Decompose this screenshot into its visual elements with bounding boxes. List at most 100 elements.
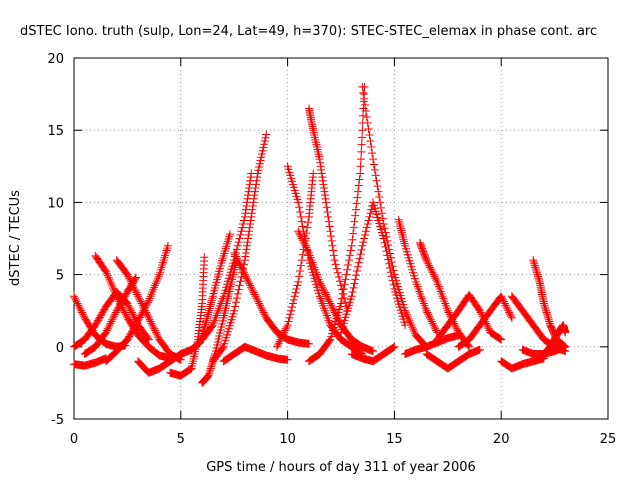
data-point (320, 288, 329, 297)
data-point (349, 229, 358, 238)
data-point (381, 242, 390, 251)
data-point (500, 299, 509, 308)
data-point (105, 275, 114, 284)
data-point (71, 295, 80, 304)
data-point (317, 281, 326, 290)
data-point (245, 183, 254, 192)
data-point (207, 360, 216, 369)
data-point (202, 314, 211, 323)
data-point (79, 312, 88, 321)
plot-frame (73, 57, 609, 420)
data-point (424, 259, 433, 268)
data-point (326, 227, 335, 236)
data-point (123, 270, 132, 279)
data-point (317, 165, 326, 174)
data-point (129, 312, 138, 321)
data-point (534, 274, 543, 283)
data-point (151, 279, 160, 288)
data-point (368, 149, 377, 158)
data-point (541, 304, 550, 313)
data-point (237, 227, 246, 236)
data-point (427, 266, 436, 275)
data-arc (198, 169, 256, 344)
data-point (322, 292, 331, 301)
data-point (298, 222, 307, 231)
data-point (235, 281, 244, 290)
data-arc (347, 342, 399, 366)
data-point (252, 294, 261, 303)
data-point (294, 227, 303, 236)
data-point (245, 180, 254, 189)
data-point (390, 342, 399, 351)
data-point (429, 321, 438, 330)
data-point (401, 321, 410, 330)
data-point (369, 347, 378, 356)
data-point (452, 324, 461, 333)
data-point (135, 295, 144, 304)
data-point (148, 321, 157, 330)
data-point (398, 233, 407, 242)
data-point (303, 245, 312, 254)
data-point (350, 217, 359, 226)
data-point (78, 310, 87, 319)
data-point (73, 299, 82, 308)
axis-ticks: 0 5 10 15 20 25 -5 0 5 10 15 20 (47, 52, 616, 447)
data-point (389, 343, 398, 352)
data-point (246, 281, 255, 290)
data-point (365, 131, 374, 140)
data-point (134, 316, 143, 325)
data-point (358, 133, 367, 142)
data-point (298, 250, 307, 259)
data-point (257, 304, 266, 313)
data-point (544, 315, 553, 324)
data-point (354, 187, 363, 196)
data-point (70, 292, 78, 301)
data-point (365, 212, 374, 221)
data-point (239, 266, 248, 275)
data-point (107, 317, 116, 326)
data-point (529, 257, 538, 266)
data-point (296, 266, 305, 275)
data-point (218, 344, 227, 353)
data-point (253, 295, 262, 304)
data-point (284, 317, 293, 326)
data-point (304, 218, 313, 227)
data-point (106, 319, 115, 328)
data-point (124, 272, 133, 281)
data-point (496, 334, 505, 343)
data-point (272, 342, 281, 351)
data-point (530, 261, 539, 270)
data-point (163, 241, 172, 250)
data-point (386, 268, 395, 277)
data-point (326, 299, 335, 308)
data-point (74, 301, 83, 310)
data-point (136, 311, 145, 320)
data-point (257, 153, 266, 162)
data-point (133, 318, 142, 327)
data-point (318, 176, 327, 185)
data-point (331, 260, 340, 269)
data-arc (416, 238, 474, 351)
data-point (138, 308, 147, 317)
data-point (426, 313, 434, 322)
data-arc (433, 290, 506, 344)
data-point (241, 252, 250, 261)
data-point (296, 230, 305, 239)
data-arc (272, 169, 318, 351)
y-tick-label: 5 (56, 269, 64, 284)
data-point (151, 328, 160, 337)
data-point (495, 334, 504, 343)
data-point (293, 281, 302, 290)
data-point (397, 228, 406, 237)
data-arc (294, 227, 378, 356)
data-point (385, 263, 394, 272)
data-point (248, 285, 256, 294)
data-point (201, 320, 210, 329)
data-point (361, 106, 370, 115)
data-point (292, 285, 301, 294)
data-point (150, 281, 159, 290)
data-point (363, 220, 372, 229)
data-point (243, 238, 252, 247)
data-point (351, 211, 360, 220)
